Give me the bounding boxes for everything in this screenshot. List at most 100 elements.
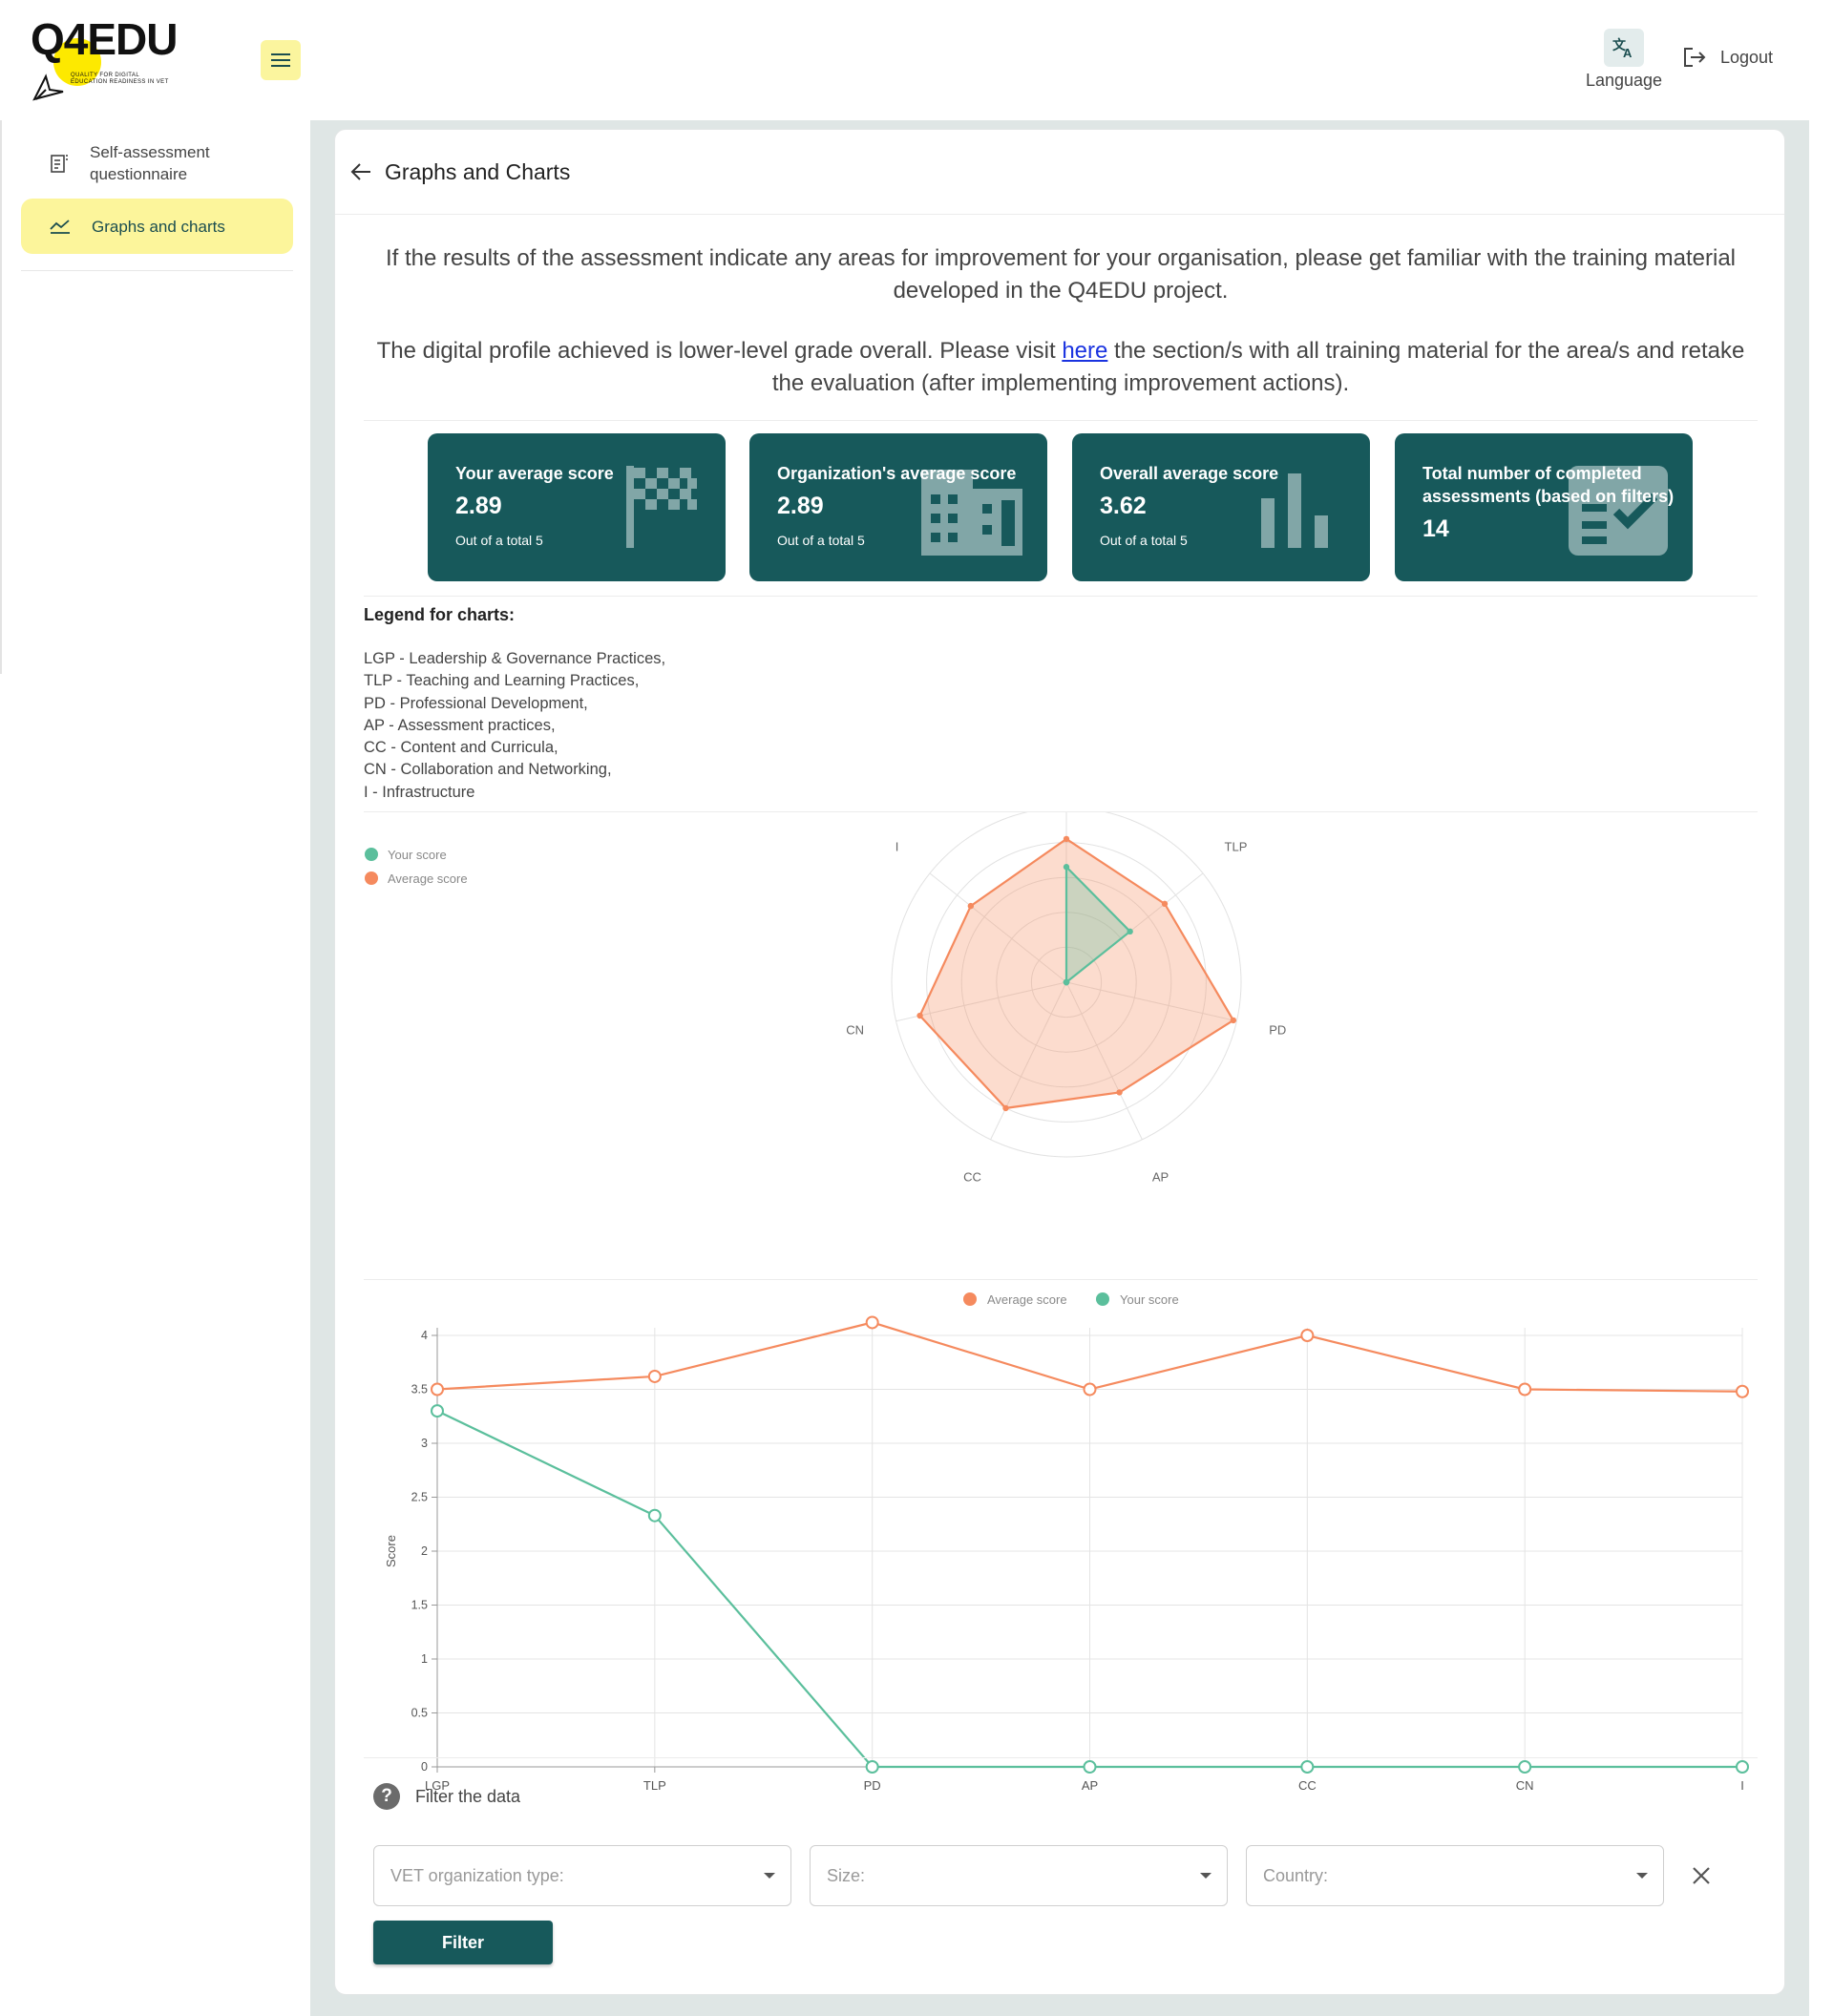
line-chart: 0 0.5 1 1.5 2 2.5 3 3.5 4 LGP TLP PD AP CC CN I Score Ave… — [384, 1292, 1749, 1793]
x-tick-label: CC — [1298, 1778, 1317, 1793]
page-title: Graphs and Charts — [385, 158, 571, 184]
chart-line-icon — [50, 220, 70, 234]
y-axis-label: Score — [384, 1535, 398, 1567]
radar-data-point — [1230, 1017, 1237, 1024]
stat-label: Your average score — [455, 464, 614, 483]
radar-axis-label: I — [895, 839, 899, 853]
y-tick-label: 1 — [421, 1652, 428, 1666]
y-tick-label: 2.5 — [411, 1491, 428, 1504]
logo-tagline: QUALITY FOR DIGITAL EDUCATION READINESS … — [71, 73, 169, 85]
legend-line: I - Infrastructure — [364, 783, 475, 801]
size-select[interactable]: Size: — [810, 1845, 1228, 1906]
line-data-point — [1736, 1760, 1749, 1774]
logout-icon — [1684, 48, 1706, 67]
intro-paragraph-1: If the results of the assessment indicat… — [385, 245, 1737, 304]
x-tick-label: TLP — [643, 1778, 666, 1793]
logo-text: Q4EDU — [31, 14, 178, 64]
line-data-point — [431, 1404, 444, 1418]
top-bar: Q4EDU QUALITY FOR DIGITAL EDUCATION READ… — [0, 0, 1833, 120]
radar-data-point — [1063, 864, 1070, 871]
sidebar-item-self-assessment[interactable]: Self-assessment questionnaire — [21, 132, 293, 195]
svg-text:文: 文 — [1612, 37, 1627, 52]
divider — [364, 596, 1758, 597]
line-legend-label: Average score — [987, 1292, 1067, 1307]
vet-type-select[interactable]: VET organization type: — [373, 1845, 791, 1906]
stat-card-your-average: Your average score 2.89 Out of a total 5 — [428, 433, 726, 581]
radar-spoke — [990, 981, 1067, 1141]
radar-grid-ring — [891, 812, 1242, 1158]
caret-down-icon — [1200, 1873, 1211, 1879]
stat-card-total-assessments: Total number of completed assessments (b… — [1395, 433, 1693, 581]
x-tick-label: I — [1740, 1778, 1744, 1793]
line-data-point — [1300, 1760, 1315, 1774]
line-data-point — [1083, 1760, 1097, 1774]
radar-spoke — [1065, 981, 1143, 1141]
radar-data-point — [1116, 1089, 1123, 1096]
intro-paragraph-2: The digital profile achieved is lower-le… — [376, 338, 1745, 396]
stat-value: 3.62 — [1100, 493, 1147, 519]
checklist-icon — [1569, 466, 1668, 556]
line-data-point — [865, 1760, 879, 1774]
select-placeholder: Country: — [1263, 1865, 1329, 1885]
country-select[interactable]: Country: — [1246, 1845, 1664, 1906]
intro-text: If the results of the assessment indicat… — [364, 242, 1758, 400]
training-material-link[interactable]: here — [1062, 338, 1108, 364]
legend-line: AP - Assessment practices, — [364, 716, 556, 734]
radar-legend-label: Average score — [388, 872, 468, 886]
stat-value: 2.89 — [777, 493, 824, 519]
filter-button[interactable]: Filter — [373, 1921, 553, 1964]
radar-data-point — [1161, 900, 1169, 908]
logout-button[interactable]: Logout — [1682, 46, 1773, 69]
help-icon[interactable]: ? — [373, 1783, 400, 1810]
stat-label: Overall average score — [1100, 464, 1279, 483]
select-placeholder: Size: — [827, 1865, 866, 1885]
stat-card-overall-average: Overall average score 3.62 Out of a tota… — [1072, 433, 1370, 581]
line-legend-label: Your score — [1120, 1292, 1179, 1307]
sidebar-item-label: Self-assessment questionnaire — [90, 143, 210, 183]
translate-icon: 文 A — [1604, 29, 1644, 67]
stat-card-organization-average: Organization's average score 2.89 Out of… — [749, 433, 1047, 581]
x-tick-label: LGP — [425, 1778, 450, 1793]
logout-label: Logout — [1720, 47, 1774, 67]
sidebar-item-label: Graphs and charts — [92, 217, 225, 236]
menu-toggle-button[interactable] — [261, 40, 301, 80]
line-data-point — [1300, 1329, 1315, 1342]
caret-down-icon — [764, 1873, 775, 1879]
language-button[interactable]: 文 A Language — [1581, 29, 1667, 91]
radar-axis-label: CN — [846, 1023, 864, 1038]
line-legend-swatch — [1096, 1292, 1109, 1306]
hamburger-icon — [271, 53, 290, 67]
radar-data-point — [1063, 835, 1070, 843]
radar-axis-label: CC — [963, 1170, 981, 1185]
radar-series-area — [1064, 864, 1132, 985]
radar-legend-swatch — [365, 848, 378, 861]
clear-filters-button[interactable] — [1685, 1859, 1717, 1892]
document-icon — [51, 155, 68, 173]
caret-down-icon — [1636, 1873, 1648, 1879]
stat-label: Organization's average score — [777, 464, 1017, 483]
radar-data-point — [1127, 928, 1133, 935]
line-data-point — [647, 1508, 662, 1522]
language-label: Language — [1585, 71, 1663, 90]
stat-label: Total number of completed assessments (b… — [1422, 464, 1675, 506]
radar-axis-label: PD — [1269, 1023, 1286, 1038]
line-data-point — [1518, 1382, 1532, 1396]
legend-line: CN - Collaboration and Networking, — [364, 761, 612, 779]
line-data-point — [1083, 1382, 1097, 1396]
radar-data-point — [916, 1012, 923, 1019]
stat-sub: Out of a total 5 — [455, 533, 543, 548]
line-data-point — [1518, 1760, 1532, 1774]
back-button[interactable] — [347, 158, 375, 186]
radar-legend-swatch — [365, 872, 378, 885]
y-tick-label: 0.5 — [411, 1707, 428, 1720]
graphs-card: Graphs and Charts If the results of the … — [334, 129, 1785, 1995]
legend-list: LGP - Leadership & Governance Practices,… — [364, 648, 665, 804]
sidebar-divider — [21, 270, 293, 271]
svg-text:A: A — [1623, 46, 1633, 59]
legend-line: CC - Content and Curricula, — [364, 739, 558, 757]
sidebar-item-graphs[interactable]: Graphs and charts — [21, 199, 293, 254]
logo[interactable]: Q4EDU QUALITY FOR DIGITAL EDUCATION READ… — [29, 13, 181, 101]
line-legend-swatch — [963, 1292, 977, 1306]
radar-axis-label: TLP — [1225, 839, 1248, 853]
